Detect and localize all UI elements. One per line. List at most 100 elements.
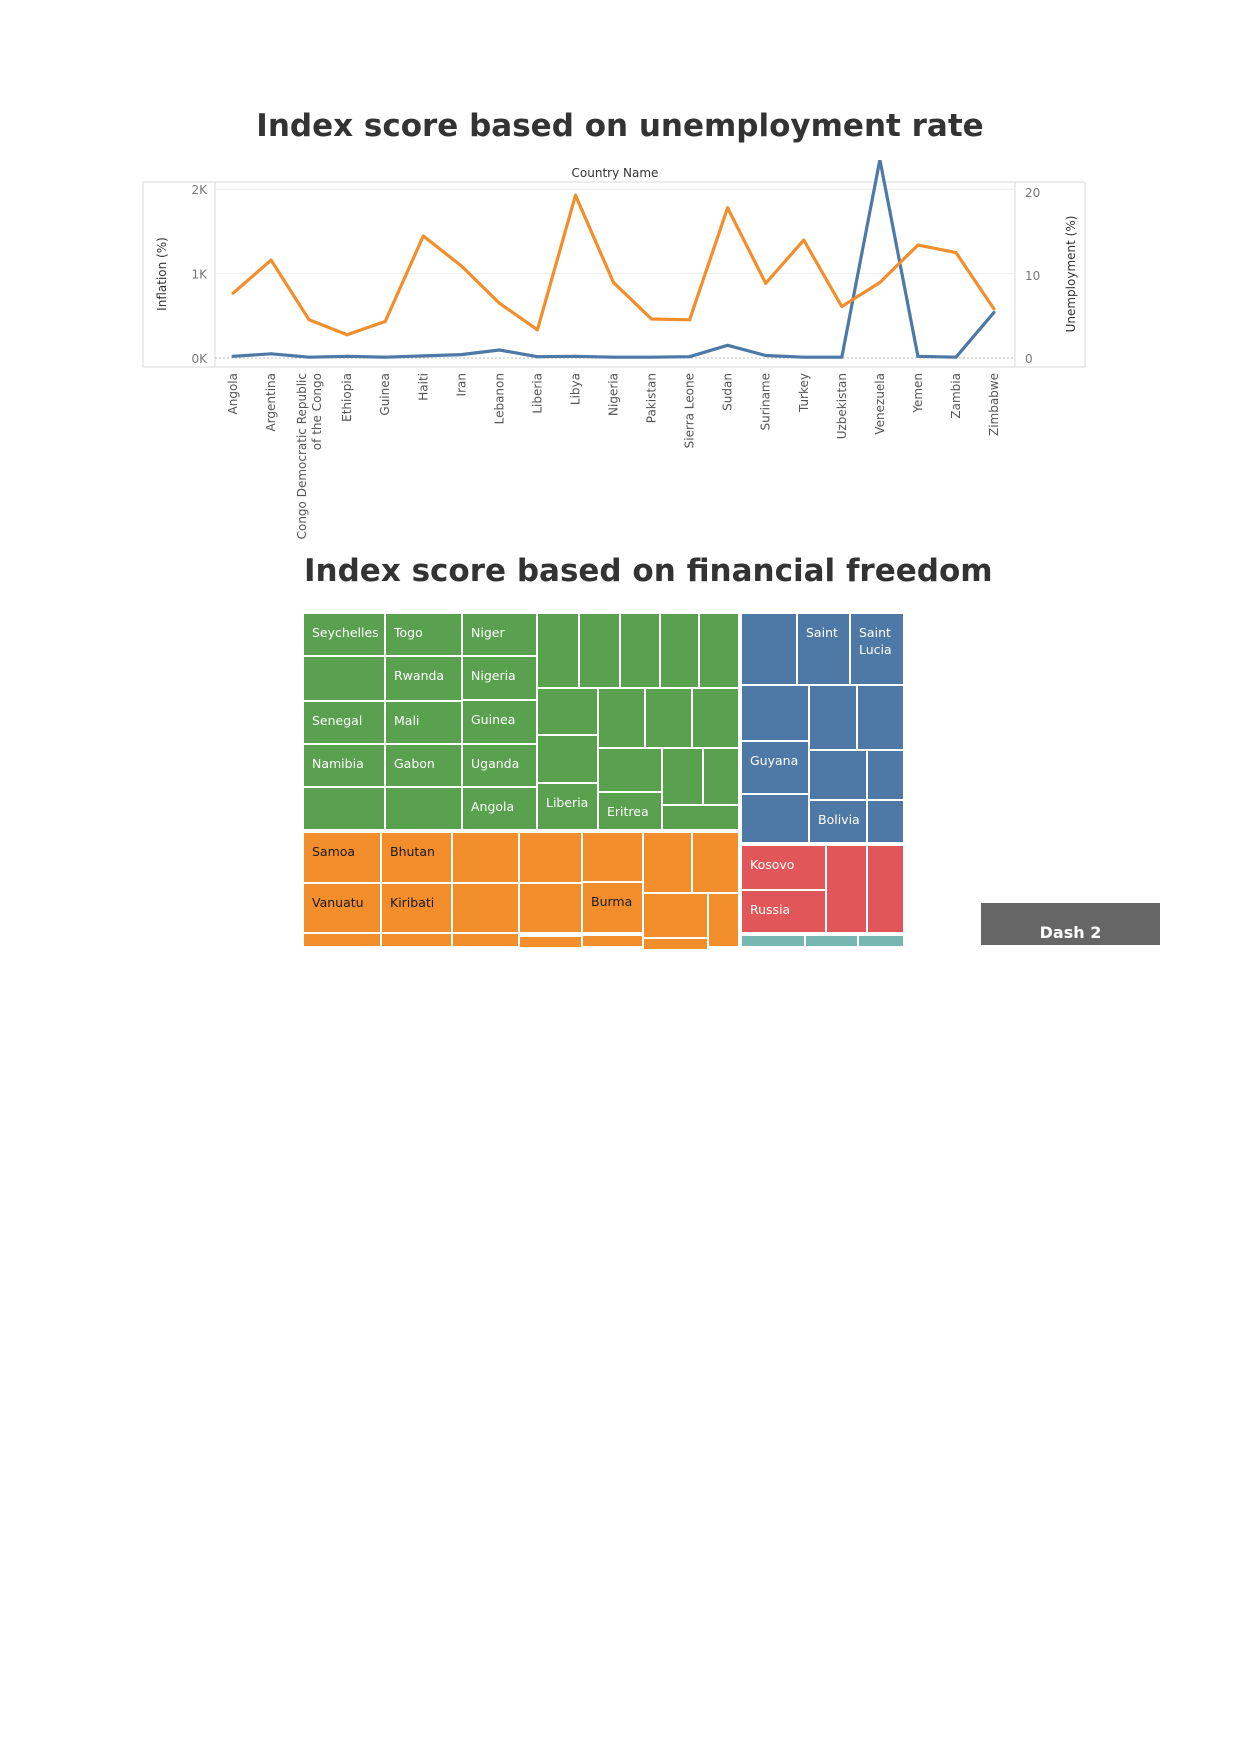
inflation-point xyxy=(270,352,273,355)
treemap-cell-label: Seychelles xyxy=(312,625,379,640)
treemap-cell-label: Vanuatu xyxy=(312,895,364,910)
treemap-cell xyxy=(598,688,645,748)
dash-2-button[interactable]: Dash 2 xyxy=(981,903,1160,945)
treemap-cell xyxy=(741,685,809,741)
treemap-cell xyxy=(519,936,582,948)
treemap-cell-uganda: Uganda xyxy=(462,744,537,787)
treemap-cell xyxy=(537,688,598,735)
treemap-cell xyxy=(805,935,858,947)
unemployment-point xyxy=(574,194,577,197)
category-label: Congo Democratic Republicof the Congo xyxy=(295,373,324,539)
treemap-cell-label: Bhutan xyxy=(390,844,435,859)
category-label: Yemen xyxy=(911,373,925,414)
category-label: Haiti xyxy=(416,373,430,401)
inflation-point xyxy=(764,354,767,357)
treemap-cell-gabon: Gabon xyxy=(385,744,462,787)
treemap-cell xyxy=(662,748,703,805)
unemployment-series-line xyxy=(233,195,994,334)
inflation-point xyxy=(688,355,691,358)
treemap-cell xyxy=(537,613,579,688)
inflation-point xyxy=(954,356,957,359)
treemap-cell-label: Kiribati xyxy=(390,895,434,910)
x-axis-title: Country Name xyxy=(572,166,659,180)
treemap-cell-label: Namibia xyxy=(312,756,364,771)
treemap-cell xyxy=(858,935,904,947)
treemap-cell-russia: Russia xyxy=(741,890,826,933)
unemployment-line-chart: 0K 1K 2K 0 10 20 Country Name Inflation (%) Une… xyxy=(0,160,1240,560)
inflation-point xyxy=(346,355,349,358)
treemap-cell xyxy=(826,845,867,933)
unemployment-point xyxy=(650,317,653,320)
treemap-cell-label: Eritrea xyxy=(607,804,649,819)
category-label: Ethiopia xyxy=(340,373,354,422)
unemployment-point xyxy=(460,264,463,267)
inflation-point xyxy=(422,354,425,357)
treemap-cell-vanuatu: Vanuatu xyxy=(303,883,381,933)
treemap-cell-togo: Togo xyxy=(385,613,462,656)
unemployment-point xyxy=(270,259,273,262)
inflation-point xyxy=(802,356,805,359)
treemap-cell xyxy=(598,748,662,792)
treemap-cell-samoa: Samoa xyxy=(303,832,381,883)
treemap-cell xyxy=(857,685,904,750)
category-label: Venezuela xyxy=(873,373,887,435)
financial-freedom-treemap: Seychelles Togo Niger Rwanda Nigeria Senegal M… xyxy=(303,613,908,947)
treemap-cell xyxy=(537,735,598,783)
treemap-cell-label: Mali xyxy=(394,713,419,728)
left-axis-title: Inflation (%) xyxy=(155,237,169,311)
treemap-cell xyxy=(303,933,381,947)
treemap-cell-seychelles: Seychelles xyxy=(303,613,385,656)
treemap-cell xyxy=(452,933,519,947)
category-label: Libya xyxy=(568,373,582,405)
unemployment-point xyxy=(422,234,425,237)
financial-freedom-title: Index score based on financial freedom xyxy=(304,553,993,589)
treemap-cell xyxy=(381,933,452,947)
inflation-point xyxy=(498,348,501,351)
treemap-cell-label: Saint Lucia xyxy=(859,625,892,657)
unemployment-point xyxy=(536,328,539,331)
treemap-cell-guyana: Guyana xyxy=(741,741,809,794)
unemployment-point xyxy=(726,206,729,209)
left-tick-label: 0K xyxy=(191,352,208,366)
treemap-cell-burma: Burma xyxy=(582,882,643,933)
treemap-cell xyxy=(579,613,620,688)
treemap-cell xyxy=(703,748,739,805)
treemap-cell xyxy=(452,883,519,933)
unemployment-point xyxy=(916,244,919,247)
unemployment-point xyxy=(993,308,996,311)
unemployment-point xyxy=(232,292,235,295)
treemap-cell-saint: Saint xyxy=(797,613,850,685)
inflation-point xyxy=(650,356,653,359)
treemap-cell xyxy=(643,893,708,938)
treemap-cell-label: Guinea xyxy=(471,712,515,727)
inflation-point xyxy=(232,355,235,358)
category-label: Lebanon xyxy=(492,373,506,424)
treemap-cell-label: Nigeria xyxy=(471,668,516,683)
treemap-cell xyxy=(660,613,699,688)
unemployment-point xyxy=(308,318,311,321)
treemap-cell-angola: Angola xyxy=(462,787,537,830)
treemap-cell xyxy=(452,832,519,883)
treemap-cell xyxy=(303,787,385,830)
treemap-cell xyxy=(867,845,904,933)
inflation-point xyxy=(612,356,615,359)
inflation-point xyxy=(536,355,539,358)
category-label: Turkey xyxy=(797,373,811,413)
treemap-cell-kiribati: Kiribati xyxy=(381,883,452,933)
treemap-cell-liberia: Liberia xyxy=(537,783,598,830)
inflation-point xyxy=(993,311,996,314)
treemap-cell xyxy=(867,800,904,843)
unemployment-point xyxy=(802,239,805,242)
category-label: Pakistan xyxy=(645,373,659,423)
treemap-cell-nigeria: Nigeria xyxy=(462,656,537,700)
right-tick-label: 10 xyxy=(1025,269,1040,283)
left-tick-label: 1K xyxy=(191,268,208,282)
treemap-cell xyxy=(692,832,739,893)
right-tick-label: 0 xyxy=(1025,352,1033,366)
treemap-cell-label: Togo xyxy=(394,625,423,640)
treemap-cell-label: Senegal xyxy=(312,713,362,728)
right-axis-title: Unemployment (%) xyxy=(1064,216,1078,333)
category-label: Sudan xyxy=(721,373,735,411)
category-label: Zimbabwe xyxy=(987,373,1001,436)
category-label: Angola xyxy=(226,373,240,414)
